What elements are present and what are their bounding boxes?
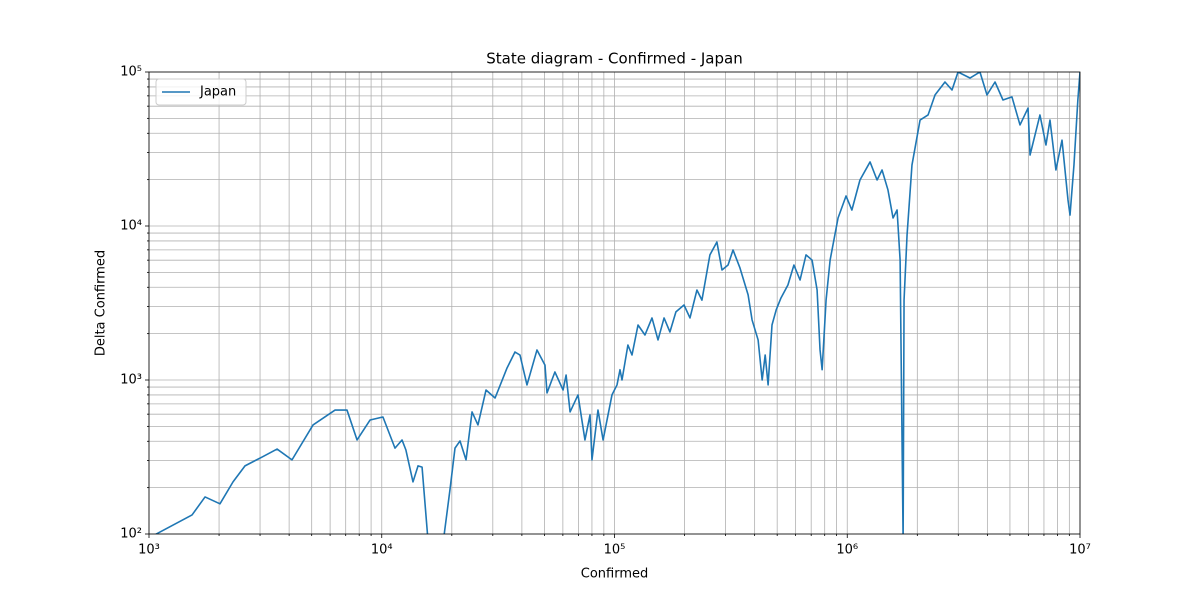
x-tick-label: 10⁷ <box>1069 543 1091 558</box>
x-tick-label: 10⁴ <box>371 543 393 558</box>
x-tick-label: 10⁶ <box>836 543 858 558</box>
y-tick-label: 10² <box>120 527 142 542</box>
data-line <box>154 72 1080 534</box>
y-axis-label: Delta Confirmed <box>94 250 109 356</box>
y-tick-label: 10³ <box>120 373 142 388</box>
legend: Japan <box>155 78 247 106</box>
legend-box <box>155 78 247 106</box>
y-tick-label: 10⁵ <box>120 65 142 80</box>
x-tick-label: 10³ <box>138 543 160 558</box>
plot-area <box>154 72 1080 534</box>
chart-title: State diagram - Confirmed - Japan <box>486 50 742 68</box>
y-tick-label: 10⁴ <box>120 219 142 234</box>
x-axis-label: Confirmed <box>581 567 649 582</box>
grid <box>148 71 1081 535</box>
x-tick-label: 10⁵ <box>604 543 626 558</box>
legend-label: Japan <box>199 85 236 100</box>
